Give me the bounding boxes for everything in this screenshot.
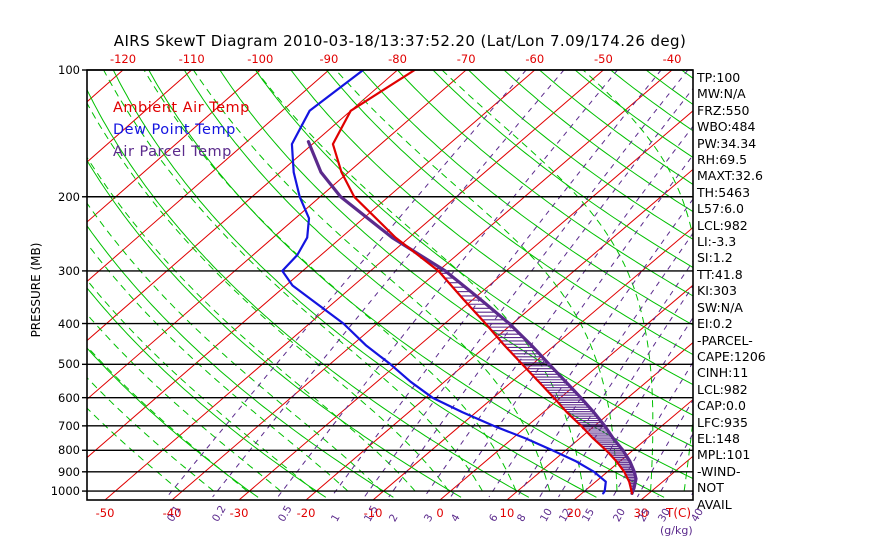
index-item: LCL:982 <box>697 381 748 397</box>
index-item: RH:69.5 <box>697 152 748 168</box>
index-item: LI:-3.3 <box>697 234 737 250</box>
top-temp-tick--80: -80 <box>388 52 407 66</box>
index-item: FRZ:550 <box>697 102 750 118</box>
index-item: TH:5463 <box>697 184 751 200</box>
index-item: AVAIL <box>697 496 732 512</box>
bottom-temp-tick--40: -40 <box>162 506 182 520</box>
pressure-tick-700: 700 <box>58 418 80 433</box>
index-item: CINH:11 <box>697 365 749 381</box>
top-temp-tick--90: -90 <box>319 52 339 66</box>
pressure-tick-900: 900 <box>58 464 80 479</box>
x-axis-temp-label: T(C) <box>666 506 692 520</box>
legend-ambient-air-temp: Ambient Air Temp <box>113 100 250 116</box>
top-temp-tick--100: -100 <box>247 52 274 66</box>
legend-dew-point-temp: Dew Point Temp <box>113 122 236 138</box>
bottom-temp-tick--10: -10 <box>363 506 383 520</box>
pressure-tick-600: 600 <box>58 390 80 405</box>
bottom-temp-tick--20: -20 <box>296 506 316 520</box>
index-item: MAXT:32.6 <box>697 168 763 184</box>
pressure-tick-100: 100 <box>58 63 80 77</box>
index-item: SI:1.2 <box>697 250 733 266</box>
index-item: TP:100 <box>697 70 741 85</box>
index-item: MPL:101 <box>697 447 751 463</box>
index-item: KI:303 <box>697 283 737 299</box>
pressure-tick-300: 300 <box>58 263 80 278</box>
bottom-temp-tick-10: 10 <box>499 506 515 520</box>
index-item: SW:N/A <box>697 299 743 315</box>
index-item: EL:148 <box>697 430 740 446</box>
index-item: -WIND- <box>697 463 741 479</box>
index-item: NOT <box>697 480 724 496</box>
index-item: -PARCEL- <box>697 332 753 348</box>
pressure-tick-1000: 1000 <box>50 484 80 499</box>
top-temp-tick--70: -70 <box>456 52 476 66</box>
pressure-tick-400: 400 <box>58 316 80 331</box>
bottom-temp-tick--50: -50 <box>95 506 115 520</box>
bottom-temp-tick-30: 30 <box>633 506 649 520</box>
indices-panel: TP:100 MW:N/A FRZ:550 WBO:484 PW:34.34 RH:69.… <box>697 70 793 513</box>
top-temp-tick--110: -110 <box>178 52 205 66</box>
top-temp-tick--60: -60 <box>525 52 545 66</box>
legend-air-parcel-temp: Air Parcel Temp <box>113 144 232 160</box>
pressure-tick-500: 500 <box>58 357 80 372</box>
bottom-temp-tick--30: -30 <box>229 506 249 520</box>
top-temp-tick--120: -120 <box>109 52 137 66</box>
top-temp-tick--40: -40 <box>662 52 682 66</box>
index-item: CAP:0.0 <box>697 398 746 414</box>
index-item: LFC:935 <box>697 414 748 430</box>
index-item: LCL:982 <box>697 217 748 233</box>
index-item: MW:N/A <box>697 86 746 102</box>
index-item: L57:6.0 <box>697 201 744 217</box>
pressure-tick-800: 800 <box>58 443 80 458</box>
index-item: CAPE:1206 <box>697 348 766 364</box>
top-temp-tick--50: -50 <box>593 52 613 66</box>
pressure-tick-200: 200 <box>58 189 80 204</box>
bottom-temp-tick-20: 20 <box>566 506 582 520</box>
bottom-temp-tick-0: 0 <box>436 506 444 520</box>
index-item: EI:0.2 <box>697 316 733 332</box>
index-item: TT:41.8 <box>697 266 743 282</box>
x-axis-mixing-label: (g/kg) <box>660 524 693 537</box>
index-item: PW:34.34 <box>697 135 757 151</box>
page-title: AIRS SkewT Diagram 2010-03-18/13:37:52.2… <box>113 32 687 50</box>
index-item: WBO:484 <box>697 119 756 135</box>
